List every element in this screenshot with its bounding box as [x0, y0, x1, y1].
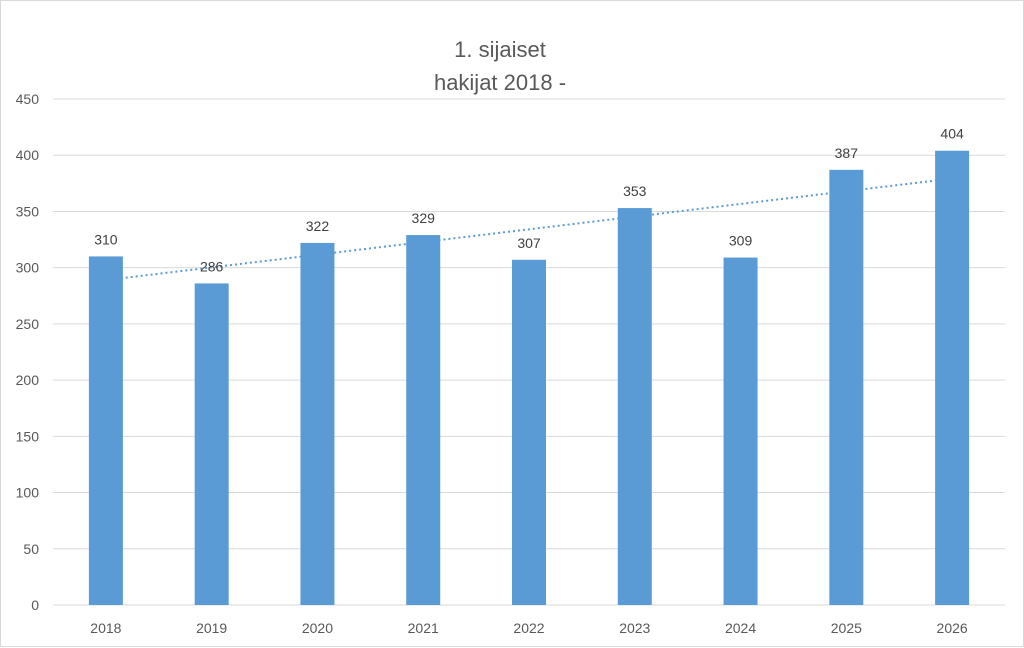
y-tick-label: 350 — [16, 203, 40, 219]
data-label: 404 — [940, 126, 964, 142]
bar — [88, 256, 123, 605]
x-tick-label: 2024 — [725, 620, 756, 636]
x-axis-ticks: 2018 2019 2020 2021 2022 2023 2024 2025 2026 — [90, 620, 968, 636]
y-tick-label: 450 — [16, 91, 40, 107]
bar — [194, 283, 229, 605]
data-label: 353 — [623, 183, 647, 199]
bars — [88, 150, 970, 606]
bar — [935, 150, 970, 606]
data-label: 286 — [200, 258, 224, 274]
x-tick-label: 2018 — [90, 620, 121, 636]
x-tick-label: 2019 — [196, 620, 227, 636]
y-tick-label: 100 — [16, 485, 40, 501]
bar — [829, 169, 864, 605]
y-tick-label: 200 — [16, 372, 40, 388]
y-tick-label: 50 — [23, 541, 39, 557]
chart-title-line-2: hakijat 2018 - — [434, 70, 566, 95]
bar — [512, 259, 546, 605]
y-tick-label: 300 — [16, 260, 40, 276]
trendline-group — [105, 177, 953, 282]
trendline — [105, 177, 953, 282]
y-tick-label: 400 — [16, 147, 40, 163]
data-label: 310 — [94, 231, 118, 247]
y-axis-ticks: 0 50 100 150 200 250 300 350 400 450 — [16, 91, 40, 613]
x-tick-label: 2026 — [937, 620, 968, 636]
data-labels: 310 286 322 329 307 353 309 387 404 — [94, 126, 964, 275]
y-tick-label: 150 — [16, 428, 40, 444]
x-tick-label: 2020 — [302, 620, 333, 636]
bar — [617, 208, 652, 605]
x-tick-label: 2021 — [408, 620, 439, 636]
bar — [406, 235, 441, 605]
x-tick-label: 2023 — [619, 620, 650, 636]
chart-title-line-1: 1. sijaiset — [454, 37, 546, 62]
x-tick-label: 2022 — [513, 620, 544, 636]
data-label: 309 — [729, 233, 753, 249]
data-label: 322 — [306, 218, 330, 234]
bar — [300, 242, 335, 605]
y-tick-label: 250 — [16, 316, 40, 332]
data-label: 387 — [835, 145, 859, 161]
data-label: 329 — [412, 210, 436, 226]
x-tick-label: 2025 — [831, 620, 862, 636]
data-label: 307 — [517, 235, 541, 251]
bar — [723, 257, 758, 605]
y-tick-label: 0 — [31, 597, 39, 613]
